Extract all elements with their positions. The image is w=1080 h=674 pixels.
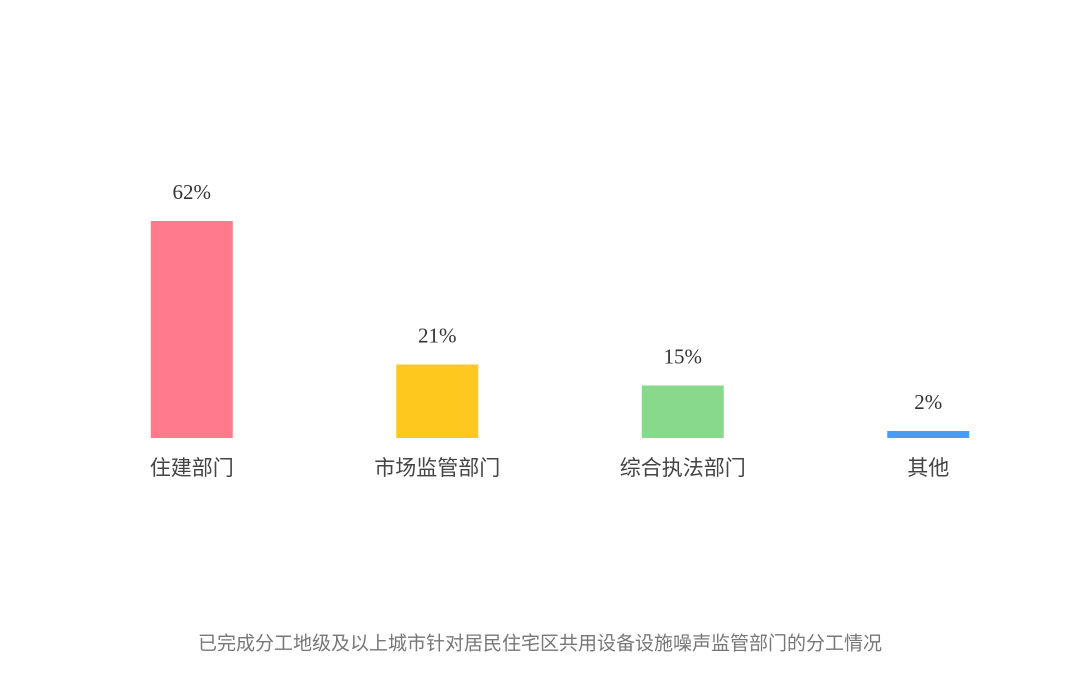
value-label: 21% [418,323,457,347]
category-label: 综合执法部门 [620,456,746,480]
category-label: 住建部门 [150,456,234,480]
bar [641,385,724,438]
value-label: 2% [914,390,942,414]
bar [887,431,970,438]
bar [150,221,233,438]
bar [396,364,479,438]
category-label: 其他 [907,456,949,480]
value-label: 15% [664,344,703,368]
chart-caption: 已完成分工地级及以上城市针对居民住宅区共用设备设施噪声监管部门的分工情况 [198,633,882,655]
category-label: 市场监管部门 [374,456,500,480]
value-label: 62% [173,180,212,204]
